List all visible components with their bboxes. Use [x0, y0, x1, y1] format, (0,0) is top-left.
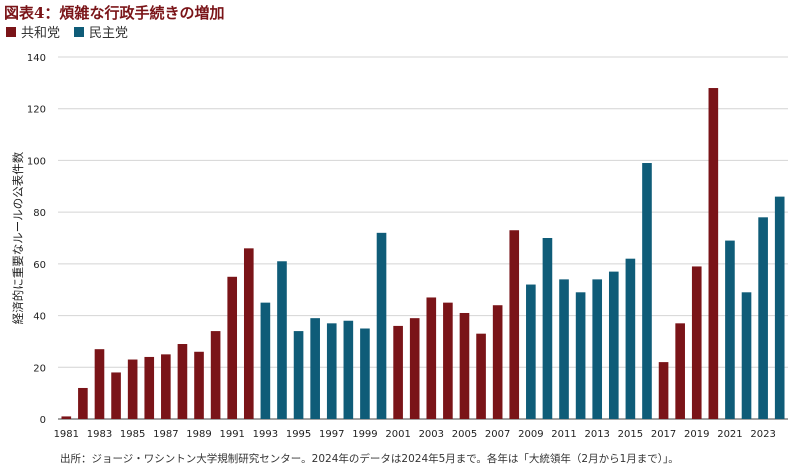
y-tick-label: 60: [33, 260, 46, 271]
bar-2020: [708, 88, 719, 420]
x-tick-label: 2001: [385, 429, 410, 440]
y-tick-label: 120: [27, 105, 46, 116]
y-axis-label: 経済的に重要なルールの公表件数: [11, 151, 25, 324]
legend-item-republican: 共和党: [6, 22, 60, 41]
y-tick-label: 100: [27, 156, 46, 167]
x-tick-label: 2007: [485, 429, 510, 440]
y-tick-label: 140: [27, 53, 46, 64]
bar-2015: [625, 258, 636, 419]
bar-1996: [310, 318, 320, 419]
x-tick-label: 1999: [352, 429, 377, 440]
bar-1984: [111, 372, 121, 419]
x-tick-label: 2005: [452, 429, 477, 440]
y-tick-label: 20: [33, 363, 46, 374]
x-tick-label: 2011: [551, 429, 576, 440]
x-tick-label: 1981: [54, 429, 79, 440]
bar-2023: [758, 217, 768, 419]
bar-2009: [526, 284, 536, 419]
y-tick-label: 0: [40, 415, 46, 426]
bar-1993: [260, 302, 271, 419]
bar-2001: [393, 325, 403, 419]
bar-2024: [774, 196, 785, 419]
x-tick-label: 1985: [120, 429, 145, 440]
x-tick-label: 1987: [153, 429, 178, 440]
bar-1994: [277, 261, 287, 419]
bar-1987: [161, 354, 171, 419]
legend-label-democrat: 民主党: [89, 26, 129, 41]
bar-2021: [725, 240, 735, 419]
x-tick-label: 2023: [750, 429, 775, 440]
legend-swatch-democrat: [74, 26, 85, 37]
bar-2013: [592, 279, 603, 419]
bar-1985: [127, 359, 138, 419]
bar-2000: [376, 232, 387, 419]
x-tick-label: 1989: [186, 429, 211, 440]
bar-1992: [243, 248, 254, 419]
bar-1995: [293, 331, 304, 419]
legend-item-democrat: 民主党: [74, 22, 128, 41]
y-tick-label: 40: [33, 312, 46, 323]
bar-2008: [509, 230, 520, 419]
bar-1998: [343, 320, 354, 419]
bar-2016: [642, 163, 652, 419]
x-tick-label: 2009: [518, 429, 543, 440]
bar-2002: [409, 318, 420, 419]
legend-swatch-republican: [6, 26, 16, 37]
bar-2003: [426, 297, 437, 419]
legend-label-republican: 共和党: [21, 26, 61, 41]
source-note: 出所：ジョージ・ワシントン大学規制研究センター。2024年のデータは2024年5…: [60, 453, 679, 465]
x-tick-label: 1997: [319, 429, 344, 440]
bar-1983: [94, 349, 105, 419]
bar-2010: [542, 238, 553, 419]
bar-1981: [61, 416, 72, 419]
bar-2022: [741, 292, 752, 419]
bar-1999: [360, 328, 370, 419]
bar-1982: [78, 387, 88, 419]
bar-2011: [559, 279, 569, 419]
bar-2007: [492, 305, 503, 419]
bar-2004: [443, 302, 453, 419]
x-tick-label: 1993: [253, 429, 278, 440]
bar-2017: [658, 362, 669, 419]
x-tick-label: 2013: [584, 429, 609, 440]
x-tick-label: 2015: [618, 429, 643, 440]
bar-1997: [326, 323, 337, 419]
bar-2014: [608, 271, 619, 419]
x-tick-label: 2021: [717, 429, 742, 440]
bar-2019: [691, 266, 702, 419]
bar-1989: [194, 351, 204, 419]
bar-1986: [144, 356, 155, 419]
bar-2018: [675, 323, 685, 419]
x-tick-label: 1995: [286, 429, 311, 440]
x-tick-label: 1983: [87, 429, 112, 440]
bar-2005: [459, 312, 470, 419]
x-tick-label: 2003: [419, 429, 444, 440]
bar-1990: [210, 331, 221, 419]
chart-title: 図表4：煩雑な行政手続きの増加: [4, 4, 225, 22]
bar-1988: [177, 344, 188, 419]
y-tick-label: 80: [33, 208, 46, 219]
bar-2012: [575, 292, 586, 419]
x-tick-label: 2019: [684, 429, 709, 440]
x-tick-label: 1991: [219, 429, 244, 440]
bar-2006: [476, 333, 486, 419]
bar-1991: [227, 276, 238, 419]
x-tick-label: 2017: [651, 429, 676, 440]
chart-legend: 共和党 民主党: [6, 22, 128, 41]
